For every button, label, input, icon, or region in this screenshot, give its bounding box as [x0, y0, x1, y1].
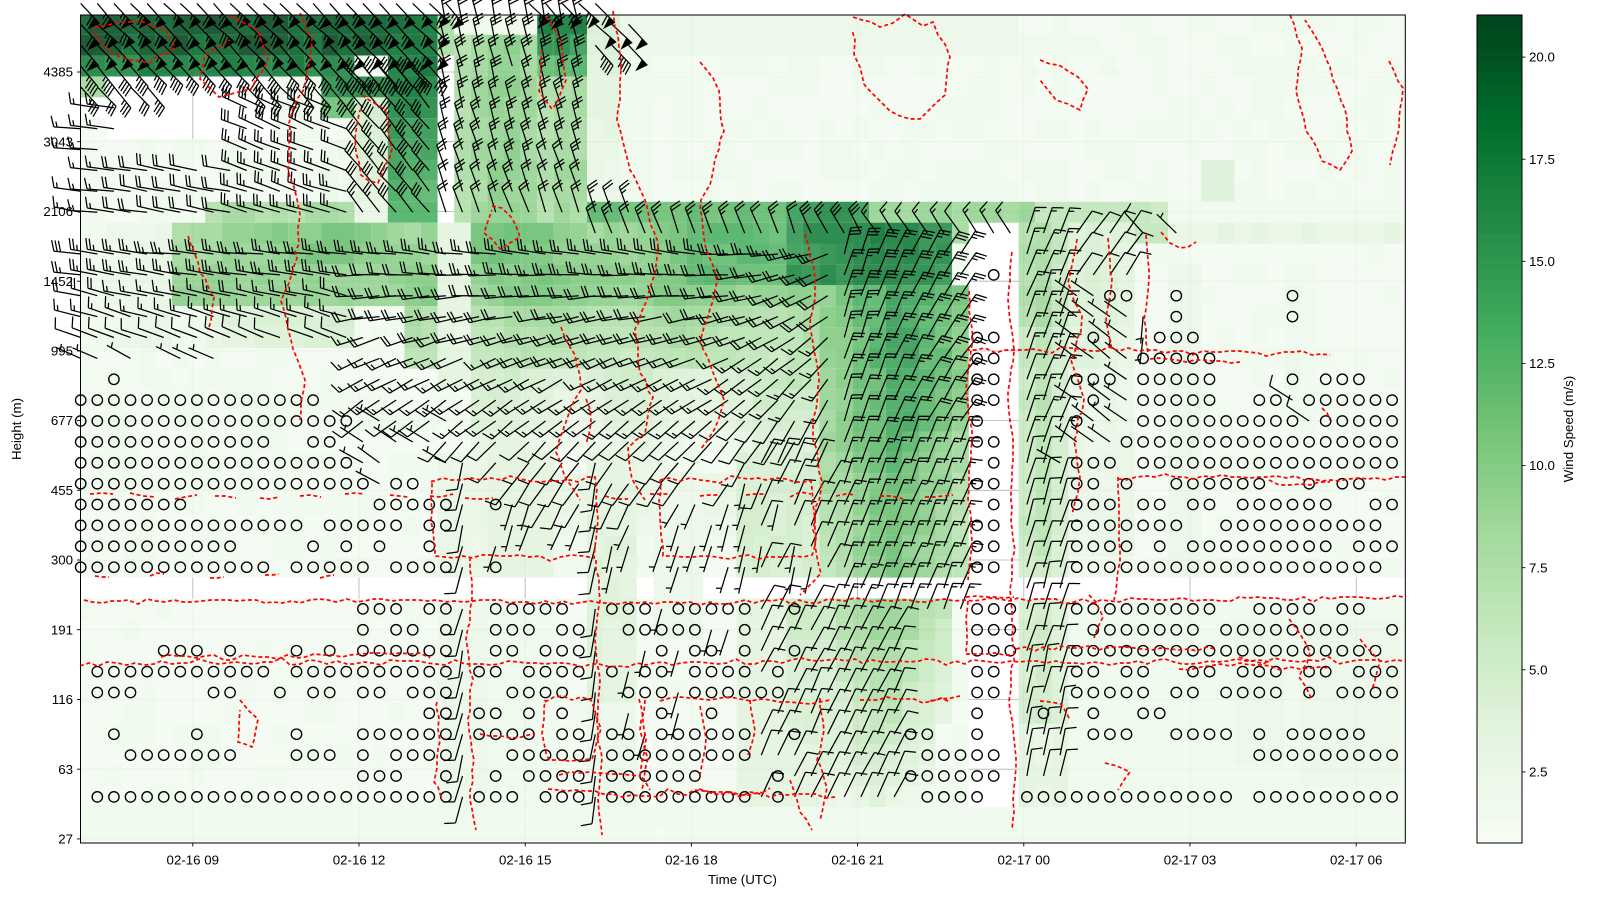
- svg-text:02-16 09: 02-16 09: [167, 853, 220, 868]
- svg-text:02-17 03: 02-17 03: [1164, 853, 1217, 868]
- svg-text:7.5: 7.5: [1529, 560, 1548, 575]
- svg-text:300: 300: [51, 553, 73, 568]
- svg-text:Time (UTC): Time (UTC): [708, 872, 777, 887]
- svg-text:116: 116: [52, 692, 73, 707]
- svg-text:5.0: 5.0: [1529, 662, 1548, 677]
- svg-text:63: 63: [58, 762, 73, 777]
- svg-text:12.5: 12.5: [1529, 356, 1555, 371]
- svg-text:10.0: 10.0: [1529, 458, 1555, 473]
- svg-text:1452: 1452: [43, 274, 73, 289]
- svg-text:27: 27: [58, 832, 73, 847]
- svg-text:2106: 2106: [43, 204, 73, 219]
- svg-text:677: 677: [51, 413, 73, 428]
- svg-text:2.5: 2.5: [1529, 765, 1548, 780]
- svg-text:02-16 21: 02-16 21: [831, 853, 884, 868]
- svg-text:02-16 12: 02-16 12: [333, 853, 386, 868]
- svg-text:02-17 00: 02-17 00: [998, 853, 1051, 868]
- svg-text:4385: 4385: [43, 65, 73, 80]
- svg-text:3043: 3043: [43, 134, 73, 149]
- svg-text:02-17 06: 02-17 06: [1330, 853, 1383, 868]
- svg-text:17.5: 17.5: [1529, 152, 1555, 167]
- svg-text:15.0: 15.0: [1529, 254, 1555, 269]
- svg-text:455: 455: [51, 483, 73, 498]
- svg-text:02-16 15: 02-16 15: [499, 853, 552, 868]
- svg-text:995: 995: [51, 344, 73, 359]
- svg-text:191: 191: [51, 622, 73, 637]
- svg-text:Wind Speed (m/s): Wind Speed (m/s): [1561, 376, 1576, 482]
- svg-text:Height (m): Height (m): [9, 398, 24, 460]
- svg-text:02-16 18: 02-16 18: [665, 853, 718, 868]
- svg-text:20.0: 20.0: [1529, 50, 1555, 65]
